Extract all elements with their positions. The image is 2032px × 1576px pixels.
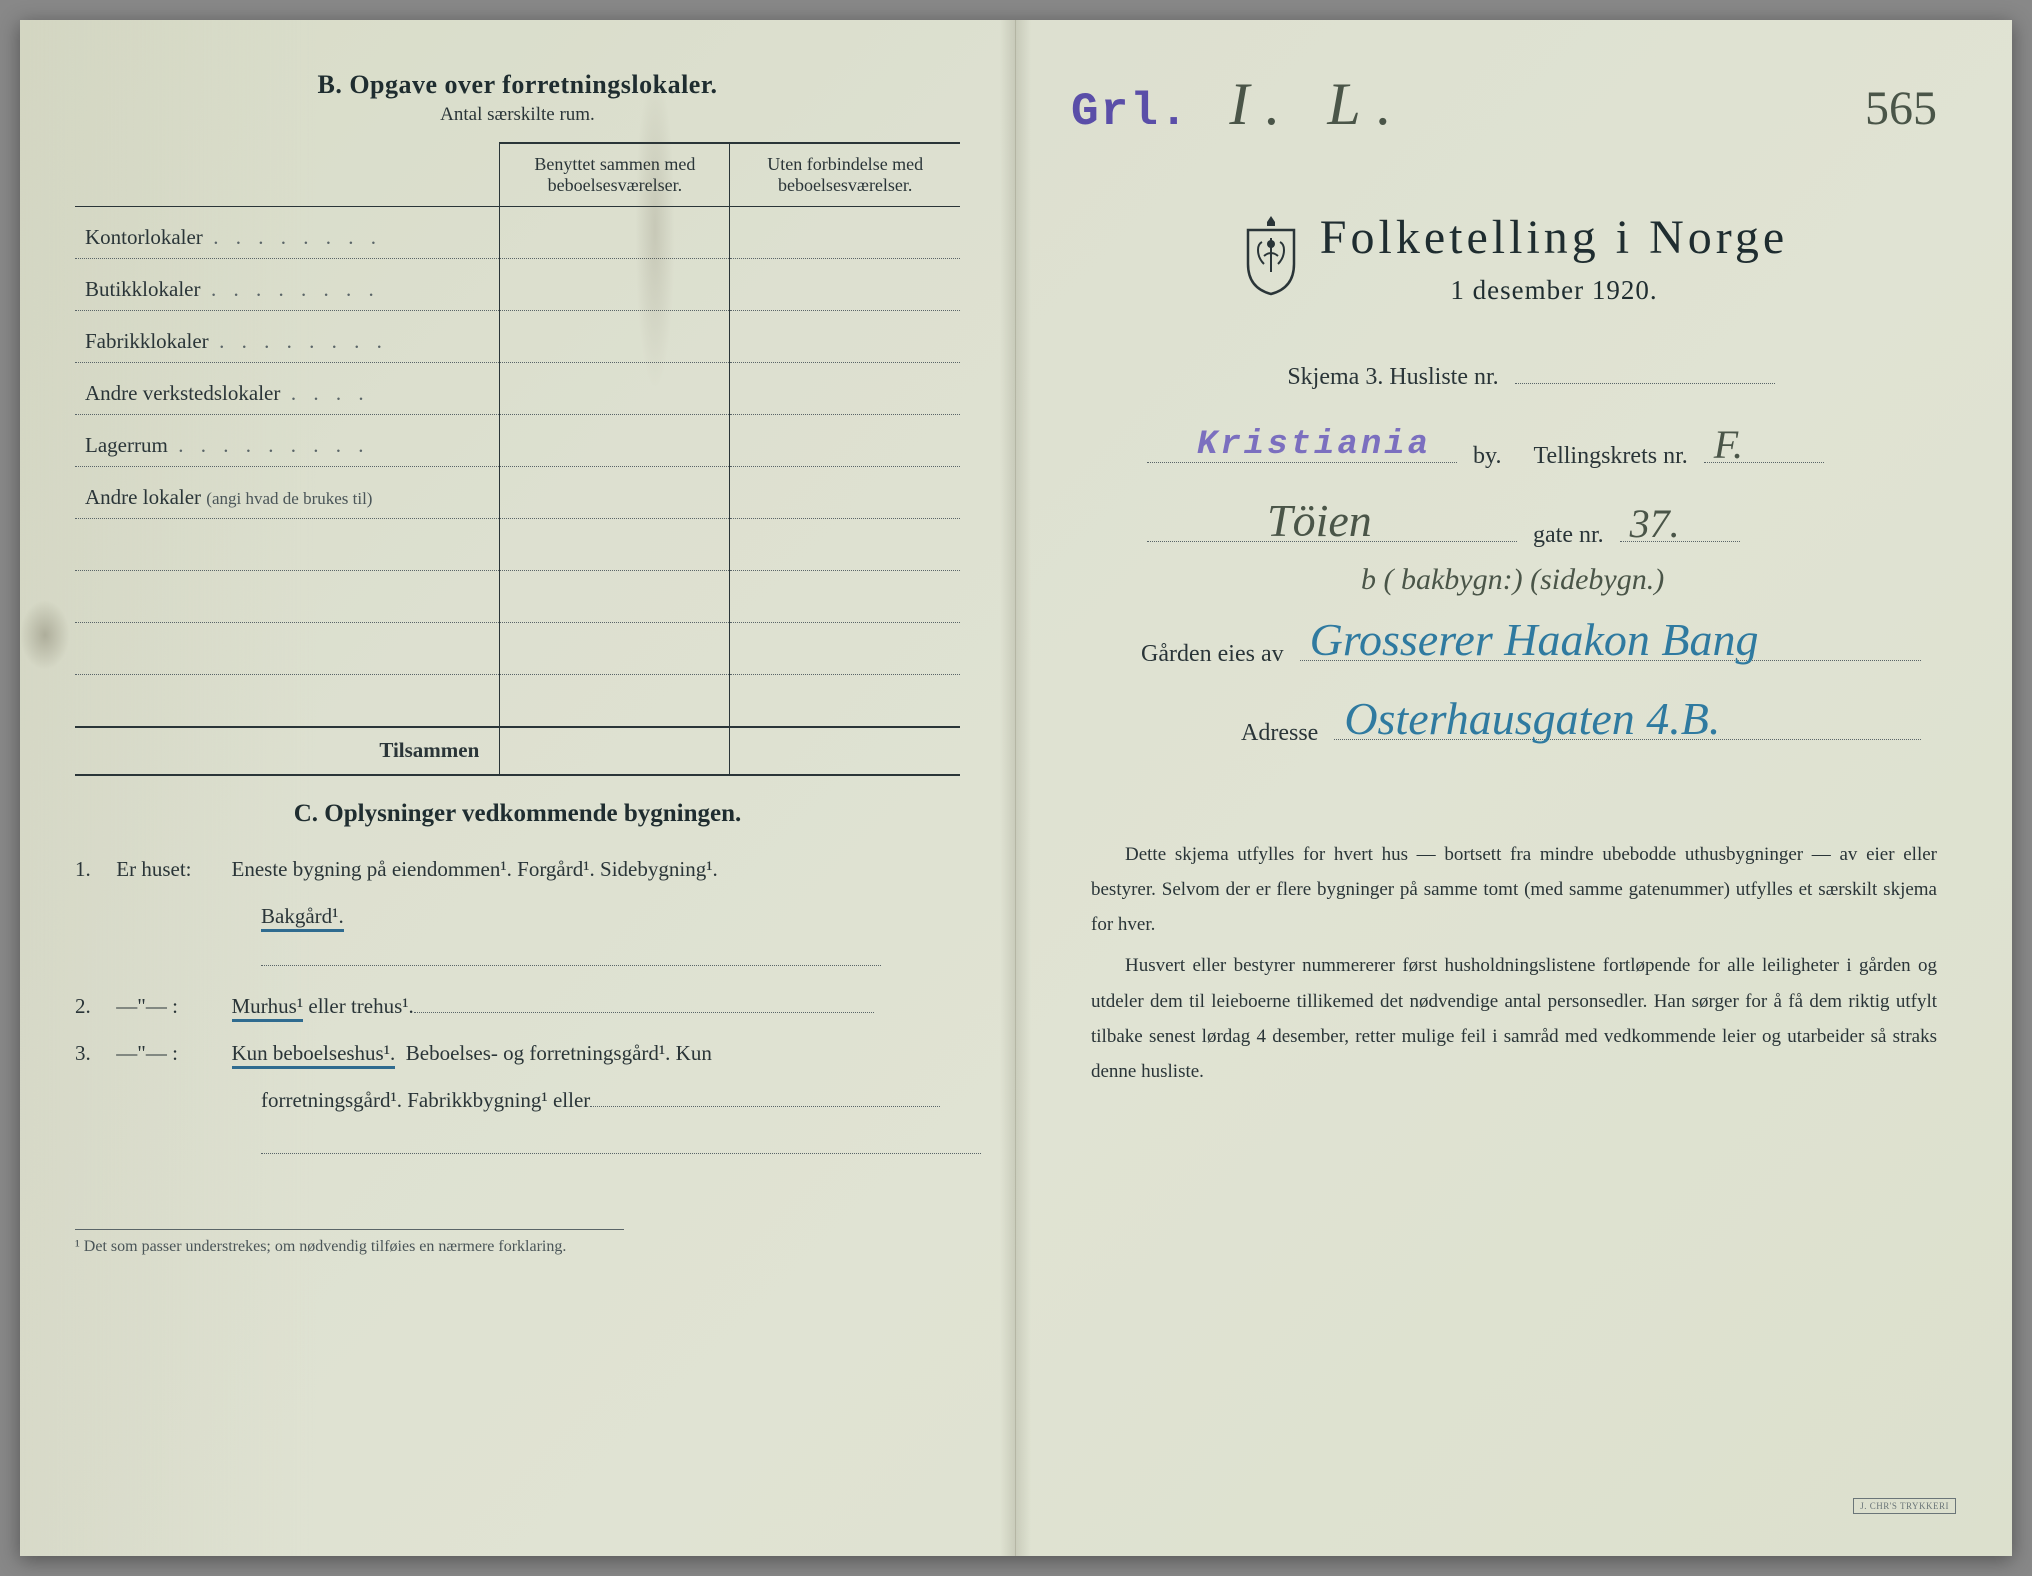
question-2: 2. —"— : Murhus¹ eller trehus¹. [75,985,960,1028]
section-b-subheading: Antal særskilte rum. [75,104,960,126]
skjema-row: Skjema 3. Husliste nr. [1141,356,1927,391]
kristiania-stamp: Kristiania [1197,426,1431,464]
table-row [75,519,960,571]
address-row: Adresse Osterhausgaten 4.B. [1141,712,1927,747]
question-3-line3 [75,1126,960,1169]
top-annotations: Grl. I. L. 565 [1071,70,1957,150]
title-block: Folketelling i Norge 1 desember 1920. [1071,210,1957,306]
owner-name: Grosserer Haakon Bang [1310,613,1759,666]
owner-row: Gården eies av Grosserer Haakon Bang [1141,633,1927,668]
building-subnote: b ( bakbygn:) (sidebygn.) [1141,563,1927,597]
street-row: Töien gate nr. 37. [1141,514,1927,549]
initials-handwriting: I. L. [1229,70,1407,139]
form-fields: Skjema 3. Husliste nr. Kristiania by. Te… [1071,356,1957,747]
underlined-answer: Murhus¹ [232,994,304,1022]
printer-mark: J. CHR'S TRYKKERI [1853,1498,1956,1514]
left-page: B. Opgave over forretningslokaler. Antal… [20,20,1016,1556]
table-row: Butikklokaler . . . . . . . . [75,259,960,311]
underlined-answer: Bakgård¹. [261,904,344,932]
paper-blot [20,600,70,670]
main-title: Folketelling i Norge [1320,210,1788,265]
instructions-p2: Husvert eller bestyrer nummererer først … [1091,948,1937,1089]
table-row: Kontorlokaler . . . . . . . . [75,207,960,259]
question-3-line2: forretningsgård¹. Fabrikkbygning¹ eller [75,1079,960,1122]
question-1-line2: Bakgård¹. [75,895,960,981]
section-b-heading: B. Opgave over forretningslokaler. [75,70,960,100]
instructions-p1: Dette skjema utfylles for hvert hus — bo… [1091,837,1937,942]
table-total-row: Tilsammen [75,727,960,775]
census-date: 1 desember 1920. [1320,275,1788,306]
footnote: ¹ Det som passer understrekes; om nødven… [75,1229,624,1256]
table-row [75,675,960,727]
table-row: Fabrikklokaler . . . . . . . . [75,311,960,363]
owner-address: Osterhausgaten 4.B. [1344,692,1720,745]
instructions-text: Dette skjema utfylles for hvert hus — bo… [1071,837,1957,1089]
underlined-answer: Kun beboelseshus¹. [232,1041,396,1069]
table-row: Lagerrum . . . . . . . . . [75,415,960,467]
question-3: 3. —"— : Kun beboelseshus¹. Beboelses- o… [75,1032,960,1075]
city-row: Kristiania by. Tellingskrets nr. F. [1141,435,1927,470]
grl-stamp: Grl. [1071,86,1189,138]
table-row [75,571,960,623]
right-page: Grl. I. L. 565 Folketelling i Norge 1 de… [1016,20,2012,1556]
house-number: 37. [1630,500,1680,547]
section-c-heading: C. Oplysninger vedkommende bygningen. [75,800,960,828]
page-number-handwriting: 565 [1865,81,1937,136]
table-row [75,623,960,675]
table-col1-header: Benyttet sammen med beboelsesværelser. [500,143,730,207]
coat-of-arms-icon [1240,210,1302,301]
table-col2-header: Uten forbindelse med beboelsesværelser. [730,143,960,207]
document-spread: B. Opgave over forretningslokaler. Antal… [20,20,2012,1556]
district-number: F. [1714,421,1743,468]
question-1: 1. Er huset: Eneste bygning på eiendomme… [75,848,960,891]
street-name: Töien [1267,494,1372,547]
table-row: Andre verkstedslokaler . . . . [75,363,960,415]
table-row: Andre lokaler (angi hvad de brukes til) [75,467,960,519]
table-body: Kontorlokaler . . . . . . . . Butikkloka… [75,207,960,775]
business-premises-table: Benyttet sammen med beboelsesværelser. U… [75,142,960,776]
